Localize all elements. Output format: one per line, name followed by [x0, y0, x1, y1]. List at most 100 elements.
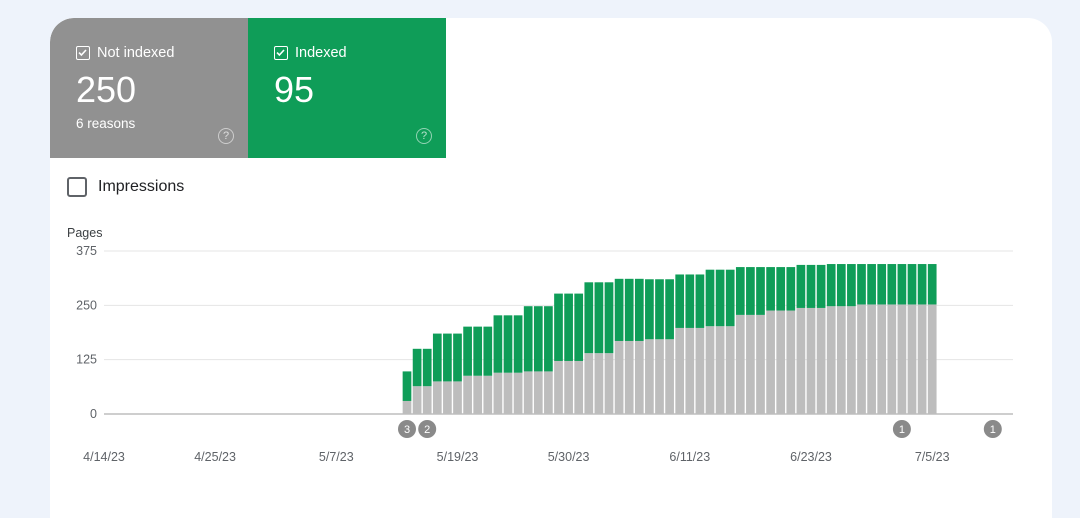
x-tick-label: 6/11/23 [669, 450, 710, 464]
bar-not-indexed [614, 340, 624, 414]
bar-indexed [796, 264, 806, 308]
indexed-header: Indexed [274, 45, 347, 61]
bar-indexed [725, 269, 735, 327]
indexed-count: 95 [274, 69, 315, 110]
bar-indexed [756, 267, 765, 315]
bar-not-indexed [705, 326, 715, 414]
bar-not-indexed [756, 314, 765, 414]
indexed-tile[interactable]: Indexed 95 ? [248, 18, 446, 158]
bar-indexed [544, 306, 553, 372]
bar-indexed [655, 279, 664, 340]
x-tick-label: 5/30/23 [548, 450, 590, 464]
bar-not-indexed [533, 371, 543, 414]
checkbox-unchecked-icon[interactable] [67, 177, 87, 197]
bar-not-indexed [766, 310, 775, 414]
bar-not-indexed [483, 375, 493, 414]
impressions-label: Impressions [98, 178, 185, 195]
y-axis-label: Pages [67, 226, 102, 240]
bar-not-indexed [735, 314, 745, 414]
bar-indexed [473, 326, 483, 376]
bar-not-indexed [564, 360, 573, 414]
impressions-toggle[interactable]: Impressions [67, 177, 184, 197]
annotation-marker [892, 420, 911, 438]
bar-not-indexed [816, 307, 826, 414]
bar-not-indexed [443, 381, 452, 414]
not-indexed-header: Not indexed [76, 45, 174, 61]
bar-not-indexed [806, 307, 816, 414]
bar-not-indexed [503, 372, 513, 414]
bar-indexed [513, 315, 523, 373]
bar-not-indexed [695, 327, 705, 414]
bar-indexed [624, 278, 634, 341]
bar-not-indexed [867, 304, 876, 414]
bar-indexed [816, 264, 826, 308]
help-icon[interactable]: ? [416, 128, 432, 144]
bar-not-indexed [412, 386, 422, 414]
annotation-marker [983, 420, 1002, 438]
not-indexed-reasons: 6 reasons [76, 116, 136, 131]
indexed-label: Indexed [295, 45, 347, 61]
x-tick-label: 7/5/23 [915, 450, 950, 464]
bar-indexed [766, 267, 775, 311]
bar-indexed [735, 267, 745, 315]
bar-not-indexed [746, 314, 755, 414]
bar-indexed [806, 264, 816, 308]
checkbox-checked-icon[interactable] [76, 46, 90, 60]
bar-indexed [614, 278, 624, 341]
bar-indexed [533, 306, 543, 372]
bar-not-indexed [685, 327, 695, 414]
bar-not-indexed [877, 304, 887, 414]
bar-not-indexed [432, 381, 442, 414]
bar-indexed [503, 315, 513, 373]
bar-not-indexed [554, 360, 563, 414]
bar-indexed [564, 293, 573, 361]
bar-not-indexed [513, 372, 523, 414]
bar-not-indexed [887, 304, 897, 414]
bar-not-indexed [422, 386, 432, 414]
help-icon[interactable]: ? [218, 128, 234, 144]
bar-indexed [917, 264, 927, 305]
bar-indexed [412, 348, 422, 387]
y-tick-label: 375 [76, 244, 97, 258]
bar-indexed [453, 333, 462, 382]
bar-not-indexed [907, 304, 917, 414]
annotation-count: 1 [990, 424, 996, 436]
bar-not-indexed [624, 340, 634, 414]
bar-not-indexed [634, 340, 644, 414]
y-tick-label: 250 [76, 298, 97, 312]
bar-indexed [594, 282, 604, 354]
x-tick-label: 4/25/23 [194, 450, 236, 464]
bar-indexed [836, 264, 846, 307]
y-tick-label: 125 [76, 353, 97, 367]
bar-not-indexed [493, 372, 503, 414]
bar-not-indexed [786, 310, 796, 414]
bar-indexed [826, 264, 836, 307]
bar-indexed [493, 315, 503, 373]
annotation-count: 1 [899, 424, 905, 436]
bar-indexed [746, 267, 755, 315]
bar-not-indexed [665, 339, 674, 414]
bar-indexed [675, 274, 685, 328]
not-indexed-tile[interactable]: Not indexed 250 6 reasons ? [50, 18, 248, 158]
bar-indexed [604, 282, 614, 354]
bar-indexed [584, 282, 594, 354]
bar-not-indexed [574, 360, 584, 414]
bar-not-indexed [402, 400, 412, 414]
bar-indexed [432, 333, 442, 382]
bar-not-indexed [826, 306, 836, 414]
bar-not-indexed [847, 306, 856, 414]
bar-indexed [786, 267, 796, 311]
bar-indexed [443, 333, 452, 382]
bar-indexed [402, 371, 412, 401]
bar-indexed [907, 264, 917, 305]
y-tick-label: 0 [90, 407, 97, 421]
bar-not-indexed [917, 304, 927, 414]
bar-indexed [705, 269, 715, 327]
not-indexed-label: Not indexed [97, 45, 175, 61]
x-tick-label: 6/23/23 [790, 450, 832, 464]
checkbox-checked-icon[interactable] [274, 46, 288, 60]
bar-indexed [847, 264, 856, 307]
bar-not-indexed [927, 304, 937, 414]
bar-not-indexed [897, 304, 907, 414]
annotation-count: 2 [424, 424, 430, 436]
